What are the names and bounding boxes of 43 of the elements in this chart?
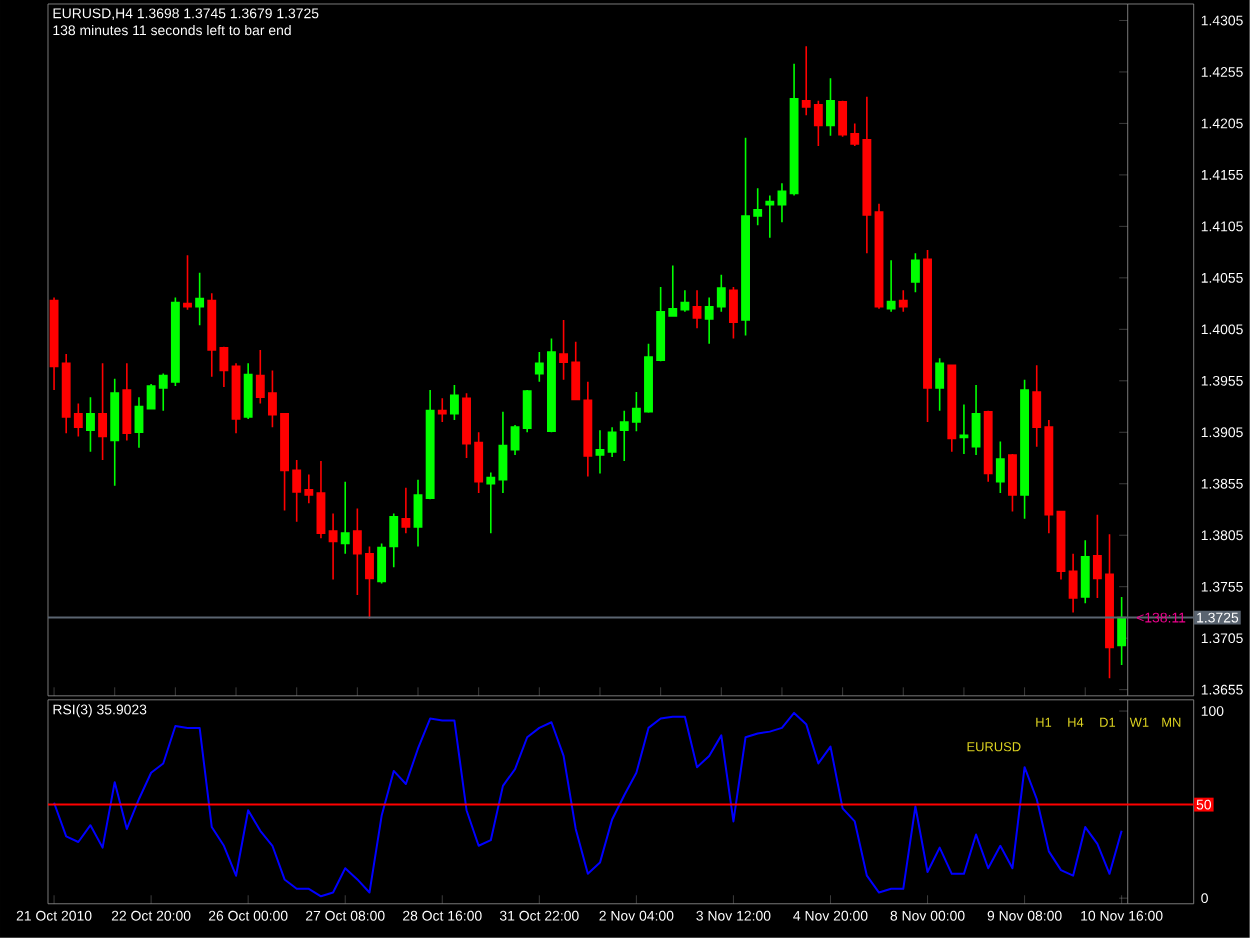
candlestick bbox=[595, 429, 605, 475]
candlestick bbox=[328, 512, 338, 581]
candlestick bbox=[510, 424, 520, 456]
candlestick bbox=[983, 409, 993, 483]
candlestick bbox=[1056, 510, 1066, 581]
candlestick bbox=[789, 63, 799, 197]
candlestick bbox=[898, 289, 908, 313]
candlestick bbox=[1080, 539, 1090, 605]
candlestick bbox=[413, 478, 423, 548]
candlestick bbox=[692, 289, 702, 330]
candlestick bbox=[959, 403, 969, 455]
candlestick bbox=[437, 397, 447, 423]
candlestick bbox=[1068, 553, 1078, 614]
candlestick bbox=[765, 194, 775, 239]
candlestick bbox=[340, 481, 350, 555]
candlestick bbox=[389, 512, 399, 569]
candlestick bbox=[231, 362, 241, 435]
candlestick bbox=[86, 396, 95, 453]
candlestick bbox=[874, 203, 884, 310]
candlestick bbox=[1008, 453, 1017, 513]
candlestick bbox=[826, 77, 835, 137]
candlestick bbox=[377, 542, 387, 585]
candlestick bbox=[522, 389, 532, 434]
candlestick bbox=[935, 357, 945, 412]
candlestick bbox=[886, 259, 896, 313]
candlestick bbox=[728, 286, 738, 340]
candlestick bbox=[316, 460, 326, 540]
candlestick bbox=[110, 378, 120, 487]
candlestick bbox=[995, 440, 1005, 494]
candlestick bbox=[607, 426, 617, 458]
candlestick bbox=[122, 362, 132, 442]
candlestick bbox=[947, 364, 957, 453]
candlestick bbox=[777, 182, 787, 224]
candlestick bbox=[425, 389, 435, 501]
candlestick bbox=[243, 362, 253, 420]
candlestick bbox=[910, 252, 920, 294]
candlestick bbox=[449, 384, 459, 421]
candlestick bbox=[1020, 379, 1030, 520]
candlestick bbox=[583, 381, 593, 478]
candlestick bbox=[134, 396, 144, 449]
candlestick bbox=[923, 249, 932, 423]
candlestick bbox=[971, 384, 981, 456]
candlestick bbox=[401, 487, 411, 535]
